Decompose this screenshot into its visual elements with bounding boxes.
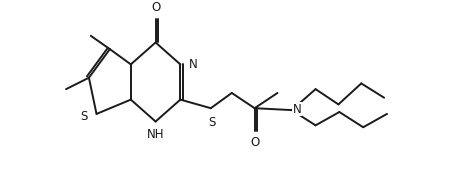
Text: NH: NH [147, 128, 164, 141]
Text: N: N [189, 58, 197, 71]
Text: N: N [293, 103, 301, 116]
Text: S: S [80, 110, 88, 123]
Text: S: S [208, 116, 216, 129]
Text: O: O [151, 1, 160, 14]
Text: O: O [250, 136, 259, 149]
